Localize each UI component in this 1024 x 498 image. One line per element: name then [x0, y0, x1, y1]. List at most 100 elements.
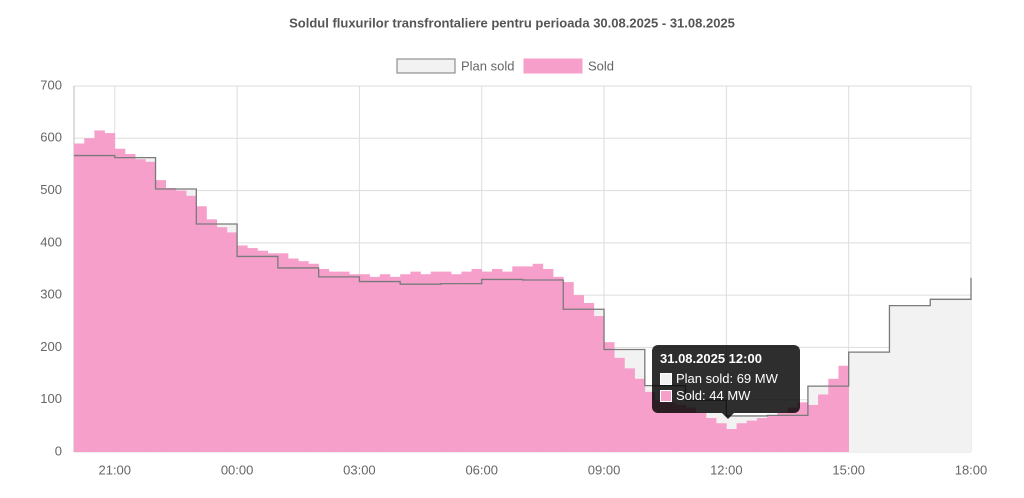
bar [461, 271, 472, 452]
bar [175, 190, 187, 453]
chart-title: Soldul fluxurilor transfrontaliere pentr… [289, 15, 735, 30]
y-tick-label: 600 [40, 130, 62, 145]
bar [430, 271, 442, 452]
bar [318, 269, 330, 452]
bar [675, 404, 686, 452]
bar [114, 148, 126, 452]
bar [94, 130, 105, 452]
y-tick-label: 400 [40, 234, 62, 249]
bar [512, 266, 523, 452]
bar [196, 206, 207, 452]
bar [777, 412, 788, 452]
bar [471, 269, 483, 452]
bar [583, 302, 595, 452]
bar [481, 271, 493, 452]
bar [226, 232, 238, 452]
bar [502, 271, 513, 452]
bar [767, 415, 778, 452]
bar [410, 271, 421, 452]
bar [665, 402, 676, 452]
legend-swatch [396, 58, 456, 74]
x-tick-label: 15:00 [832, 462, 865, 477]
bar [267, 253, 279, 452]
bar [420, 274, 432, 452]
bar [797, 402, 809, 452]
bar [145, 161, 156, 453]
bar [451, 274, 462, 452]
legend-swatch [523, 58, 583, 74]
y-tick-label: 0 [55, 443, 62, 458]
bar [746, 420, 758, 452]
bar [247, 248, 258, 452]
legend-label: Sold [588, 58, 614, 73]
bar [695, 412, 707, 452]
bar [573, 295, 584, 452]
bar [339, 271, 350, 452]
x-tick-label: 09:00 [588, 462, 621, 477]
bar [655, 399, 666, 452]
bar [277, 253, 289, 452]
y-tick-label: 700 [40, 77, 62, 92]
bar [74, 143, 85, 452]
bar [165, 187, 177, 452]
x-tick-label: 21:00 [98, 462, 131, 477]
bar [685, 407, 697, 452]
bar [104, 133, 116, 453]
bar [288, 258, 299, 452]
bar [379, 274, 391, 452]
tooltip-swatch [660, 372, 672, 385]
bar [237, 245, 248, 452]
bar [84, 138, 95, 453]
bar [298, 261, 309, 452]
bar [186, 195, 197, 453]
bar [308, 263, 319, 452]
plan-line [74, 154, 972, 417]
tooltip-swatch [660, 389, 672, 402]
bar [349, 274, 360, 452]
bar [838, 365, 849, 452]
tooltip-row: Sold: 44 MW [660, 387, 792, 404]
bar [491, 269, 503, 452]
tooltip: 31.08.2025 12:00 Plan sold: 69 MW Sold: … [652, 345, 800, 419]
bar [644, 391, 656, 452]
tooltip-title: 31.08.2025 12:00 [660, 351, 762, 366]
bar [624, 368, 635, 452]
bar [532, 263, 544, 452]
bar [206, 219, 218, 452]
x-tick-label: 03:00 [343, 462, 376, 477]
bar [705, 418, 717, 452]
x-tick-label: 06:00 [465, 462, 498, 477]
bar [553, 276, 564, 452]
bar [522, 266, 533, 452]
bar [155, 180, 167, 452]
bar [216, 227, 228, 452]
bar [807, 404, 819, 452]
y-tick-label: 500 [40, 182, 62, 197]
x-tick-label: 00:00 [221, 462, 254, 477]
bar [828, 378, 839, 452]
bar [593, 316, 605, 452]
bar [716, 423, 727, 452]
bar [634, 378, 646, 452]
bar [124, 153, 136, 452]
bar [756, 418, 768, 452]
bar [604, 342, 615, 452]
bar [135, 159, 146, 452]
bar [818, 394, 829, 452]
tooltip-item: Sold: 44 MW [676, 388, 751, 403]
bar [787, 407, 799, 452]
legend-label: Plan sold [461, 58, 514, 73]
bar [614, 357, 625, 452]
bar [328, 271, 340, 452]
bar [736, 423, 748, 452]
bar [359, 274, 370, 452]
bar [389, 276, 401, 452]
tooltip-item: Plan sold: 69 MW [676, 371, 778, 386]
y-tick-label: 200 [40, 339, 62, 354]
bar [257, 250, 268, 452]
bar [542, 269, 554, 452]
bar [726, 428, 737, 452]
x-tick-label: 18:00 [955, 462, 988, 477]
